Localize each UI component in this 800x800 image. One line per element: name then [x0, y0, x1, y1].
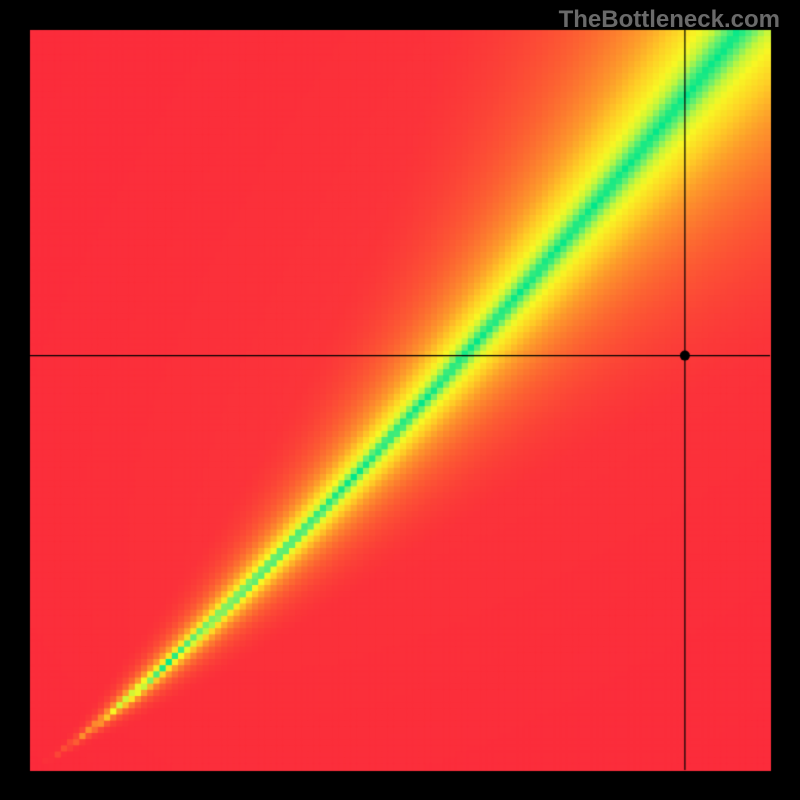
attribution-text: TheBottleneck.com	[559, 6, 780, 34]
bottleneck-heatmap	[0, 0, 800, 800]
chart-container: TheBottleneck.com	[0, 0, 800, 800]
